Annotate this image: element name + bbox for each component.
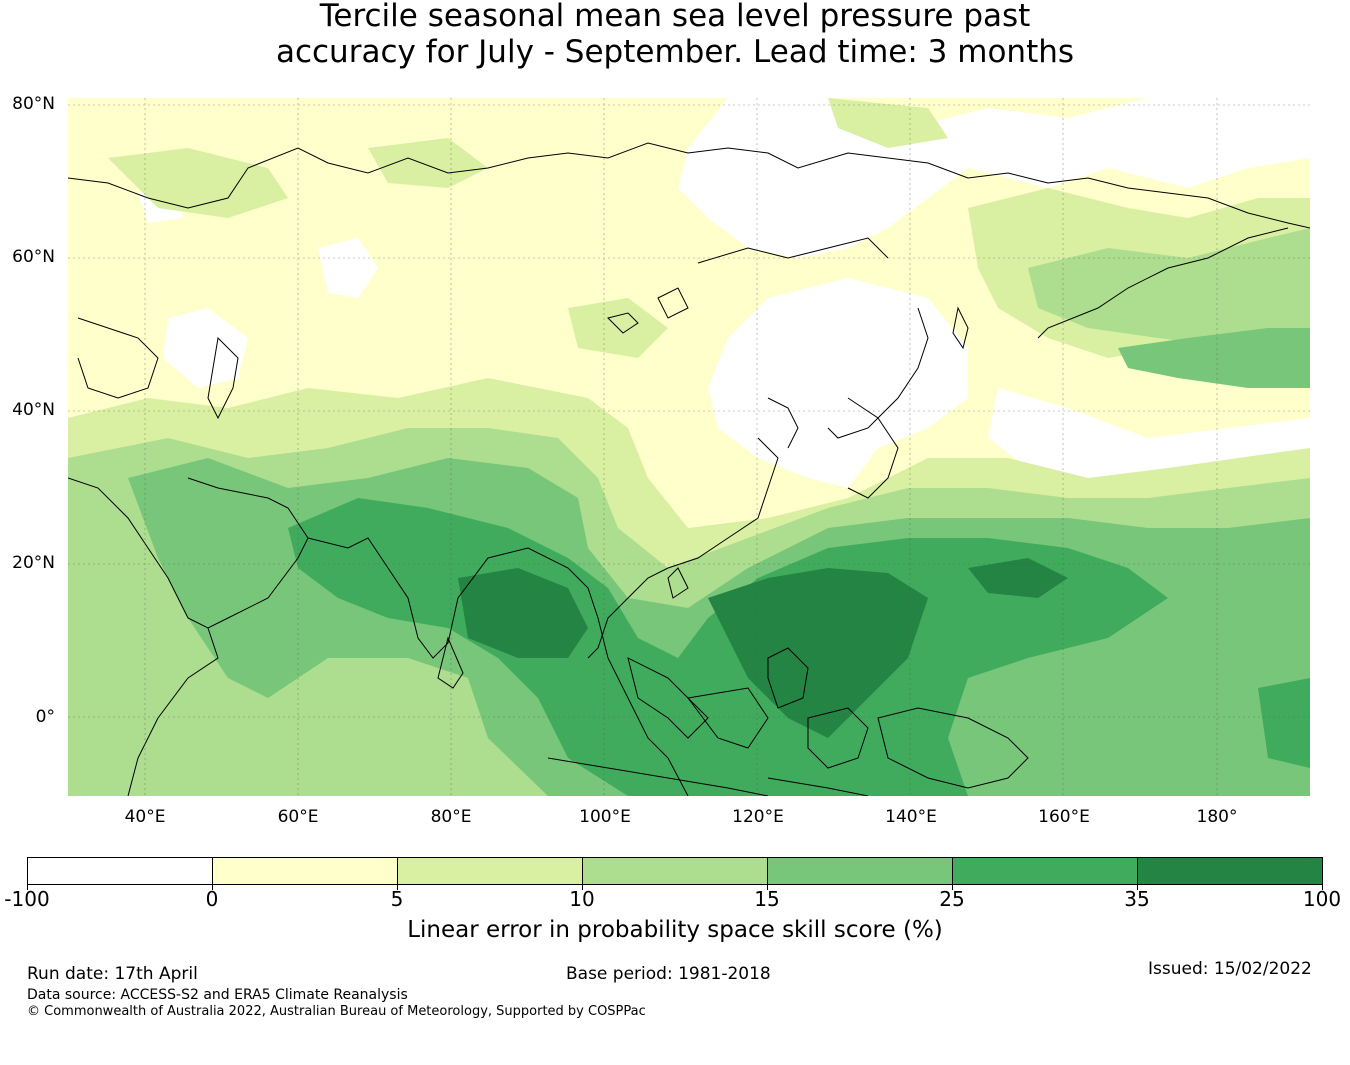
colorbar-tickmark: [1322, 885, 1323, 890]
colorbar-segment-7: [1138, 858, 1322, 884]
colorbar: [27, 857, 1323, 885]
colorbar-segment-2: [213, 858, 398, 884]
colorbar-tickmark: [952, 885, 953, 890]
colorbar-segment-1: [28, 858, 213, 884]
lat-label-20n: 20°N: [12, 553, 55, 573]
colorbar-segment-3: [398, 858, 583, 884]
lat-label-80n: 80°N: [12, 94, 55, 114]
colorbar-segment-5: [768, 858, 953, 884]
lon-label-100e: 100°E: [579, 807, 631, 827]
colorbar-tick-label: 35: [1124, 887, 1150, 911]
run-date: Run date: 17th April: [27, 964, 198, 984]
lon-label-80e: 80°E: [430, 807, 472, 827]
lat-label-60n: 60°N: [12, 247, 55, 267]
colorbar-tick-label: 25: [939, 887, 965, 911]
issued-date: Issued: 15/02/2022: [1148, 959, 1312, 979]
lon-label-140e: 140°E: [885, 807, 937, 827]
colorbar-label: Linear error in probability space skill …: [407, 917, 943, 943]
colorbar-tick-label: 15: [754, 887, 780, 911]
lon-label-60e: 60°E: [277, 807, 319, 827]
colorbar-tickmark: [212, 885, 213, 890]
lon-label-180: 180°: [1196, 807, 1238, 827]
map-gridlines: [68, 98, 1310, 796]
map-title-line-2: accuracy for July - September. Lead time…: [275, 34, 1075, 70]
colorbar-tick-label: 10: [569, 887, 595, 911]
lat-label-0: 0°: [35, 707, 55, 727]
skill-zone-35-100: [458, 558, 1068, 738]
colorbar-tickmark: [767, 885, 768, 890]
colorbar-segment-6: [953, 858, 1138, 884]
colorbar-segment-4: [583, 858, 768, 884]
data-source: Data source: ACCESS-S2 and ERA5 Climate …: [27, 987, 408, 1003]
map-title-line-1: Tercile seasonal mean sea level pressure…: [319, 0, 1031, 34]
colorbar-tickmark: [27, 885, 28, 890]
colorbar-tickmark: [397, 885, 398, 890]
colorbar-tickmark: [1137, 885, 1138, 890]
map-canvas: [68, 98, 1310, 796]
colorbar-tick-label: 100: [1302, 887, 1342, 911]
lon-label-40e: 40°E: [124, 807, 166, 827]
base-period: Base period: 1981-2018: [566, 964, 771, 984]
lon-label-120e: 120°E: [732, 807, 784, 827]
copyright: © Commonwealth of Australia 2022, Austra…: [27, 1004, 646, 1019]
colorbar-tick-label: 0: [205, 887, 219, 911]
coastlines: [68, 142, 1310, 796]
skill-score-map: [68, 98, 1310, 796]
colorbar-tick-label: 5: [390, 887, 404, 911]
colorbar-tick-label: -100: [4, 887, 50, 911]
colorbar-tickmark: [582, 885, 583, 890]
lat-label-40n: 40°N: [12, 400, 55, 420]
lon-label-160e: 160°E: [1038, 807, 1090, 827]
